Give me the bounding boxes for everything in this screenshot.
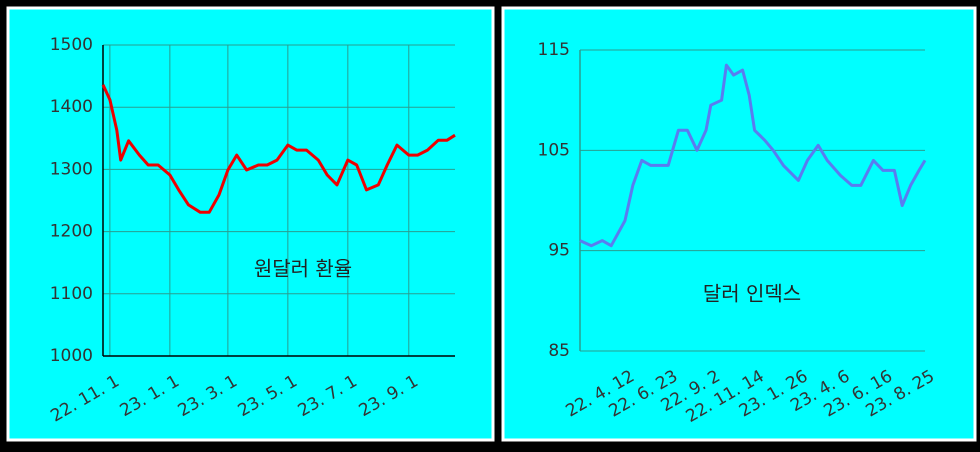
panel (6, 6, 495, 442)
y-tick-label: 1400 (50, 97, 93, 117)
y-tick-label: 1000 (50, 346, 93, 366)
line (579, 63, 927, 248)
annotation: 원달러 환율 (254, 257, 352, 281)
y-tick-label: 1200 (50, 222, 93, 242)
y-tick-label: 95 (548, 241, 570, 261)
y-tick-label: 1500 (50, 35, 93, 55)
y-tick-label: 115 (538, 40, 570, 60)
panel (501, 6, 977, 442)
annotation: 달러 인덱스 (703, 282, 801, 306)
y-tick-label: 85 (548, 341, 570, 361)
line (101, 84, 456, 214)
y-tick-label: 1300 (50, 159, 93, 179)
y-tick-label: 105 (538, 140, 570, 160)
y-tick-label: 1100 (50, 284, 93, 304)
